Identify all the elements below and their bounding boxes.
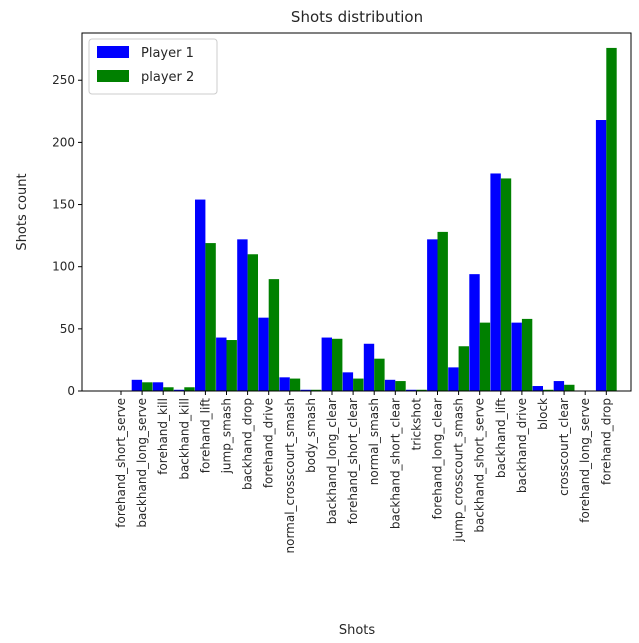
- bar-series-1-normal_crosscourt_smash: [279, 377, 290, 391]
- x-tick-label: block: [536, 398, 550, 430]
- bar-series-1-forehand_lift: [195, 199, 206, 391]
- bar-series-1-backhand_drive: [511, 322, 522, 391]
- x-tick-label: backhand_kill: [177, 398, 191, 480]
- x-tick-label: forehand_lift: [198, 398, 212, 473]
- bar-series-1-backhand_drop: [237, 239, 248, 391]
- plot-frame: [81, 32, 632, 392]
- bar-series-1-backhand_kill: [173, 389, 185, 391]
- bar-series-1-body_smash: [300, 389, 311, 391]
- bar-series-1-forehand_short_clear: [342, 372, 354, 391]
- x-tick-label: forehand_long_serve: [578, 398, 592, 523]
- y-tick-label: 100: [52, 260, 75, 274]
- bar-series-1-backhand_lift: [490, 173, 501, 391]
- bar-series-2-forehand_lift: [205, 243, 216, 391]
- x-tick-label: body_smash: [304, 398, 318, 473]
- x-tick-label: normal_smash: [367, 398, 381, 485]
- legend-swatch-1: [97, 46, 129, 58]
- y-tick-label: 50: [60, 322, 75, 336]
- bar-series-1-backhand_short_clear: [384, 379, 396, 391]
- bar-series-2-forehand_short_clear: [353, 378, 364, 391]
- legend-label-2: player 2: [141, 70, 194, 85]
- bar-series-2-backhand_long_serve: [142, 382, 153, 391]
- bar-series-1-trickshot: [406, 389, 417, 391]
- bar-series-1-block: [532, 386, 543, 391]
- bar-series-2-trickshot: [416, 389, 427, 391]
- x-tick-label: backhand_long_clear: [325, 398, 339, 524]
- bar-series-2-normal_smash: [374, 358, 385, 391]
- bar-series-2-backhand_lift: [500, 178, 512, 391]
- x-tick-label: forehand_short_serve: [114, 398, 128, 528]
- bar-series-2-crosscourt_clear: [564, 384, 575, 391]
- x-tick-label: backhand_short_clear: [388, 398, 402, 529]
- bar-series-2-backhand_short_clear: [395, 381, 406, 391]
- x-tick-label: trickshot: [409, 398, 423, 451]
- bar-series-2-backhand_long_clear: [332, 338, 343, 391]
- bar-series-2-backhand_kill: [184, 387, 195, 391]
- x-tick-label: forehand_short_clear: [346, 398, 360, 524]
- bar-series-2-backhand_drop: [247, 254, 258, 391]
- bar-series-1-crosscourt_clear: [553, 381, 565, 391]
- bar-series-1-backhand_long_serve: [131, 379, 143, 391]
- bar-series-1-normal_smash: [363, 343, 375, 391]
- bar-series-2-forehand_kill: [163, 387, 174, 391]
- bar-series-2-forehand_drop: [606, 47, 617, 392]
- x-tick-label: backhand_drive: [515, 398, 529, 493]
- x-tick-label: normal_crosscourt_smash: [283, 398, 297, 554]
- x-tick-label: jump_crosscourt_smash: [452, 398, 466, 543]
- x-tick-label: forehand_drop: [599, 398, 613, 485]
- bar-series-2-block: [543, 389, 554, 391]
- bar-series-1-backhand_long_clear: [321, 337, 332, 391]
- bar-series-2-body_smash: [310, 389, 322, 391]
- bar-series-2-backhand_short_serve: [479, 322, 491, 391]
- y-axis-label: Shots count: [15, 173, 30, 250]
- bar-series-2-forehand_drive: [268, 279, 280, 392]
- bar-series-2-normal_crosscourt_smash: [289, 378, 301, 391]
- bar-series-2-jump_smash: [226, 340, 237, 391]
- y-tick-label: 150: [52, 198, 75, 212]
- legend-label-1: Player 1: [141, 46, 194, 61]
- bar-series-1-jump_crosscourt_smash: [448, 367, 459, 391]
- bar-series-2-jump_crosscourt_smash: [458, 346, 469, 391]
- bar-series-1-forehand_drive: [258, 317, 269, 391]
- bar-series-2-backhand_drive: [521, 318, 533, 391]
- x-tick-label: crosscourt_clear: [557, 398, 571, 496]
- y-axis: 0 50 100 150 200 250: [52, 73, 82, 398]
- x-tick-label: forehand_drive: [262, 398, 276, 488]
- chart-title: Shots distribution: [291, 8, 423, 26]
- y-tick-label: 250: [52, 73, 75, 87]
- bar-series-1-forehand_long_clear: [427, 239, 438, 391]
- legend-swatch-2: [97, 70, 129, 82]
- bar-series-1-jump_smash: [216, 337, 227, 391]
- x-tick-label: backhand_long_serve: [135, 398, 149, 528]
- bar-series-1-forehand_kill: [152, 382, 164, 391]
- y-tick-label: 200: [52, 135, 75, 149]
- plot-area: [131, 47, 617, 392]
- x-axis: forehand_short_serve backhand_long_serve f…: [114, 391, 613, 554]
- x-tick-label: backhand_drop: [241, 398, 255, 490]
- legend: Player 1 player 2: [88, 38, 218, 95]
- bar-series-2-forehand_long_clear: [437, 231, 448, 391]
- x-tick-label: backhand_short_serve: [473, 398, 487, 533]
- x-tick-label: backhand_lift: [494, 398, 508, 478]
- x-tick-label: forehand_long_clear: [431, 398, 445, 519]
- bar-series-1-backhand_short_serve: [469, 274, 480, 391]
- x-tick-label: jump_smash: [220, 398, 234, 474]
- x-tick-label: forehand_kill: [156, 398, 170, 475]
- bar-series-1-forehand_drop: [595, 120, 607, 391]
- y-tick-label: 0: [67, 384, 75, 398]
- x-axis-label: Shots: [339, 623, 376, 638]
